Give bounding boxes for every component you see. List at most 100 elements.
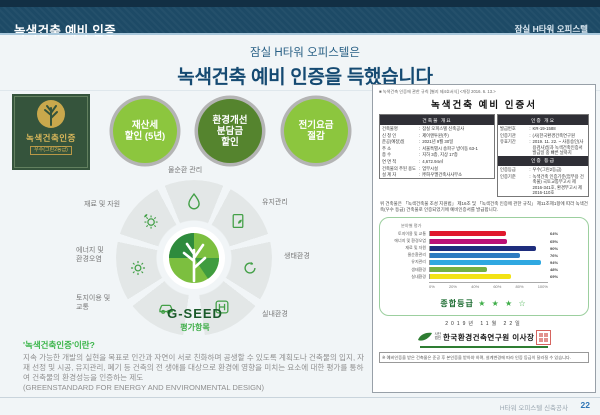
- definition-body: 지속 가능한 개발의 실현을 목표로 인간과 자연이 서로 친화하며 공생할 수…: [23, 353, 365, 382]
- bar-row: 유지관리 94%: [411, 259, 559, 266]
- field-bars: 토지이용 및 교통 64% 에너지 및 환경오염 65% 재료 및 자원 90% 물순환관리…: [387, 230, 581, 280]
- definition-english: (GREENSTANDARD FOR ENERGY AND ENVIRONMEN…: [23, 383, 265, 392]
- certificate-document: ■ 녹색건축 인증에 관한 규칙 [별지 제4호서식] <개정 2016. 6.…: [372, 84, 596, 393]
- cert-row: 인증등급: 우수(그린2등급): [500, 166, 562, 172]
- benefit-label: 전기요금 절감: [298, 120, 334, 142]
- table-header: 인증 개요: [498, 115, 588, 125]
- gseed-subtitle: 평가항목: [180, 323, 210, 332]
- cert-row: 신 청 인: 제이앤투윈(주): [382, 132, 449, 138]
- bar-row: 토지이용 및 교통 64%: [398, 230, 559, 237]
- water-drop-icon: [188, 192, 200, 210]
- bar: [430, 231, 506, 237]
- issuer-name: 한국환경건축연구원 이사장: [443, 332, 535, 342]
- plaque-title: 녹색건축인증: [26, 133, 76, 143]
- wheel-label-maintenance: 유지관리: [262, 199, 288, 206]
- recycle-icon: [244, 261, 256, 274]
- cert-row: 발급번호: KR-19-1588: [500, 126, 556, 131]
- issuer-prefix: 사단 법인: [434, 332, 442, 341]
- cert-row: 설 계 자: ㈜하우멜건축사사무소: [382, 172, 463, 178]
- certificate-statement: 위 건축물은 「녹색건축물 조성 지원법」 제16조 및 「녹색건축 인증에 관…: [380, 200, 588, 213]
- eco-car-icon: [159, 304, 173, 314]
- certification-info-table: 인증 개요 발급번호: KR-19-1588 인증기관: (사)한국환경건축연구원 유효…: [497, 114, 589, 197]
- bar: [430, 245, 537, 251]
- certificate-title: 녹색건축 예비 인증서: [431, 100, 537, 111]
- building-overview-table: 건축물 개요 건축물명: 잠실 오피스텔 신축공사 신 청 인: 제이앤투윈(주) 준공…: [379, 114, 495, 179]
- cert-row: 층 수: 지하 3층, 지상 17층: [382, 152, 458, 158]
- cert-row: 인증기준: 녹색건축 인증기준(업무용 건축물) 국토교통부고시 제2016-34…: [500, 173, 584, 196]
- bar: [430, 260, 541, 266]
- certificate-tables: 건축물 개요 건축물명: 잠실 오피스텔 신축공사 신 청 인: 제이앤투윈(주) 준공…: [379, 114, 589, 197]
- certificate-footnote: ※ 예비인증을 받은 건축물은 준공 후 본인증을 받아야 하며, 설계변경에 …: [379, 352, 589, 363]
- x-axis: 0% 20% 40% 60% 80% 100%: [429, 281, 548, 289]
- table-rows: 인증등급: 우수(그린2등급) 인증기준: 녹색건축 인증기준(업무용 건축물) 국토…: [498, 166, 588, 196]
- star-rating: ★ ★ ★ ☆: [478, 298, 528, 308]
- cert-row: 건축물명: 잠실 오피스텔 신축공사: [382, 126, 465, 131]
- slide-header: 녹색건축 예비 인증 잠실 H타워 오피스텔: [0, 7, 600, 38]
- bar: [430, 274, 512, 280]
- indoor-h-icon: [215, 300, 229, 314]
- wheel-label-water: 물순환 관리: [168, 167, 203, 174]
- headline-main: 녹색건축 예비 인증을 득했습니다: [177, 67, 433, 88]
- benefit-electricity: 전기요금 절감: [284, 99, 348, 163]
- gseed-wheel-diagram: [116, 180, 272, 336]
- benefit-label: 환경개선 분담금 할인: [212, 114, 248, 148]
- page-number: 22: [580, 400, 590, 410]
- table-rows: 발급번호: KR-19-1588 인증기관: (사)한국환경건축연구원 유효기간:201…: [498, 125, 588, 156]
- gear-leaf-icon: [144, 214, 158, 229]
- issuer-seal-stamp: [536, 329, 552, 345]
- plaque-grade: 우수(그린2등급): [30, 146, 72, 155]
- definition-block: '녹색건축인증'이란? 지속 가능한 개발의 실현을 목표로 인간과 자연이 서…: [23, 339, 365, 393]
- headline-divider: [0, 90, 600, 91]
- slide-header-title: 녹색건축 예비 인증: [14, 24, 116, 38]
- gseed-tree-logo: [163, 227, 225, 289]
- certification-plaque: 녹색건축인증 우수(그린2등급): [12, 94, 90, 170]
- bar: [430, 267, 487, 273]
- bar-row: 생태환경 48%: [411, 266, 559, 273]
- headline: 잠실 H타워 오피스텔은 녹색건축 예비 인증을 득했습니다: [70, 44, 540, 89]
- cert-row: 유효기간:2019. 11. 22. ~ 사용승인(사용검사)일과 녹색건축인증…: [500, 139, 584, 156]
- gseed-title: G-SEED: [167, 306, 223, 321]
- footer-project-name: H타워 오피스텔 신축공사: [499, 405, 568, 412]
- top-accent-strip: [0, 0, 600, 7]
- cert-row: 연 면 적:4,672.94㎡: [382, 158, 444, 164]
- score-chart: 분야별 평가 토지이용 및 교통 64% 에너지 및 환경오염 65% 재료 및 자원 9…: [379, 217, 589, 316]
- cert-row: 건축물의 주된 용도: 업무시설: [382, 165, 438, 171]
- certificate-regulation-note: ■ 녹색건축 인증에 관한 규칙 [별지 제4호서식] <개정 2016. 6.…: [379, 89, 496, 94]
- bar: [430, 252, 520, 258]
- bar-row: 실내환경 69%: [411, 273, 559, 280]
- plaque-tree-icon: [37, 100, 65, 128]
- wheel-label-ecology: 생태환경: [284, 253, 310, 260]
- overall-grade: 종합등급 ★ ★ ★ ☆: [387, 293, 581, 311]
- cert-row: 준공(예정)일:2021년 9월 30일: [382, 139, 454, 145]
- wheel-label-indoor: 실내환경: [262, 311, 288, 318]
- issuer-logo-band: [420, 345, 548, 349]
- document-leaf-icon: [232, 213, 244, 229]
- header-underline: [0, 33, 600, 35]
- chart-title: 분야별 평가: [401, 223, 422, 229]
- sun-energy-icon: [130, 260, 146, 276]
- bar-row: 재료 및 자원 90%: [405, 244, 559, 251]
- cert-row: 인증기관: (사)한국환경건축연구원: [500, 132, 575, 138]
- footer-divider: [0, 397, 600, 398]
- definition-title: '녹색건축인증'이란?: [23, 340, 95, 350]
- table-header: 건축물 개요: [380, 115, 494, 125]
- issuer-leaf-logo: [417, 332, 432, 341]
- benefit-label: 재산세 할인 (5년): [124, 120, 166, 142]
- certificate-date: 2019년 11월 22일: [445, 320, 523, 327]
- bar-row: 물순환관리 76%: [407, 252, 559, 258]
- slide-header-project: 잠실 H타워 오피스텔: [514, 24, 588, 34]
- benefit-environment-charge: 환경개선 분담금 할인: [198, 99, 262, 163]
- bar: [430, 238, 507, 244]
- wheel-label-energy: 에너지 및 환경오염: [76, 247, 104, 263]
- wheel-label-landuse: 토지이용 및 교통: [76, 295, 111, 311]
- wheel-label-materials: 재료 및 자원: [84, 201, 121, 208]
- bar-row: 에너지 및 환경오염 65%: [394, 237, 559, 244]
- gseed-caption: G-SEED 평가항목: [149, 306, 241, 333]
- table-rows: 건축물명: 잠실 오피스텔 신축공사 신 청 인: 제이앤투윈(주) 준공(예정)일:2…: [380, 125, 494, 178]
- cert-row: 주 소: 서울특별시 송파구 방이동 63-1: [382, 145, 478, 151]
- table-header: 인증 등급: [498, 155, 588, 166]
- benefit-property-tax: 재산세 할인 (5년): [113, 99, 177, 163]
- headline-sub: 잠실 H타워 오피스텔은: [250, 47, 360, 59]
- overall-grade-label: 종합등급: [440, 298, 474, 308]
